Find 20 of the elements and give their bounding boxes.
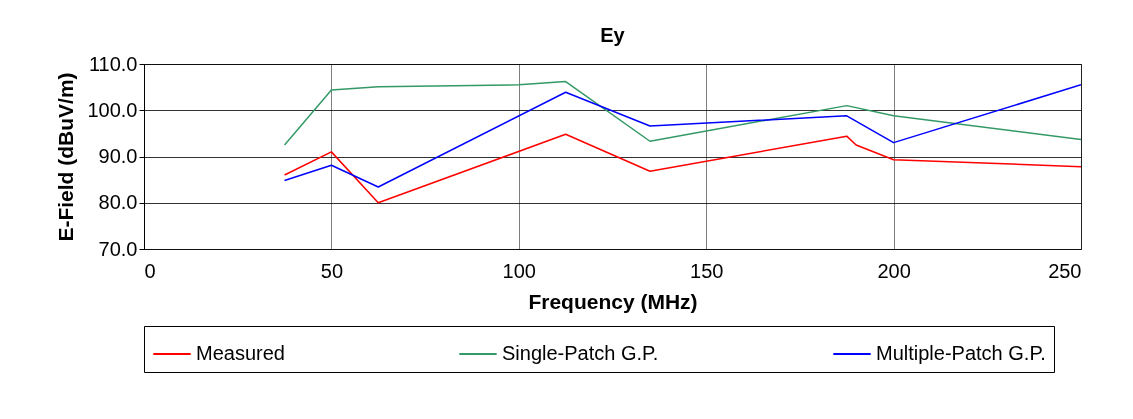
line-series: [283, 80, 1081, 146]
legend-label: Multiple-Patch G.P.: [876, 342, 1046, 364]
x-tick-label: 150: [690, 259, 724, 282]
legend-label: Measured: [196, 342, 285, 364]
x-tick-label: 50: [320, 259, 344, 282]
x-tick-label: 100: [502, 259, 536, 282]
x-tick-label: 200: [877, 259, 911, 282]
line-series: [283, 84, 1081, 188]
x-tick-label: 250: [1048, 259, 1082, 282]
legend-label: Single-Patch G.P.: [502, 342, 659, 364]
y-tick-label: 90.0: [98, 145, 138, 167]
y-tick-label: 110.0: [88, 52, 138, 75]
y-tick-label: 80.0: [98, 191, 138, 214]
line-series: [283, 133, 1081, 204]
chart-title: Ey: [600, 24, 626, 46]
y-tick-label: 100.0: [87, 98, 138, 121]
y-tick-label: 70.0: [98, 237, 138, 260]
x-tick-label: 0: [144, 259, 156, 282]
x-axis-title: Frequency (MHz): [528, 289, 698, 313]
y-axis-title: E-Field (dBuV/m): [54, 72, 78, 242]
